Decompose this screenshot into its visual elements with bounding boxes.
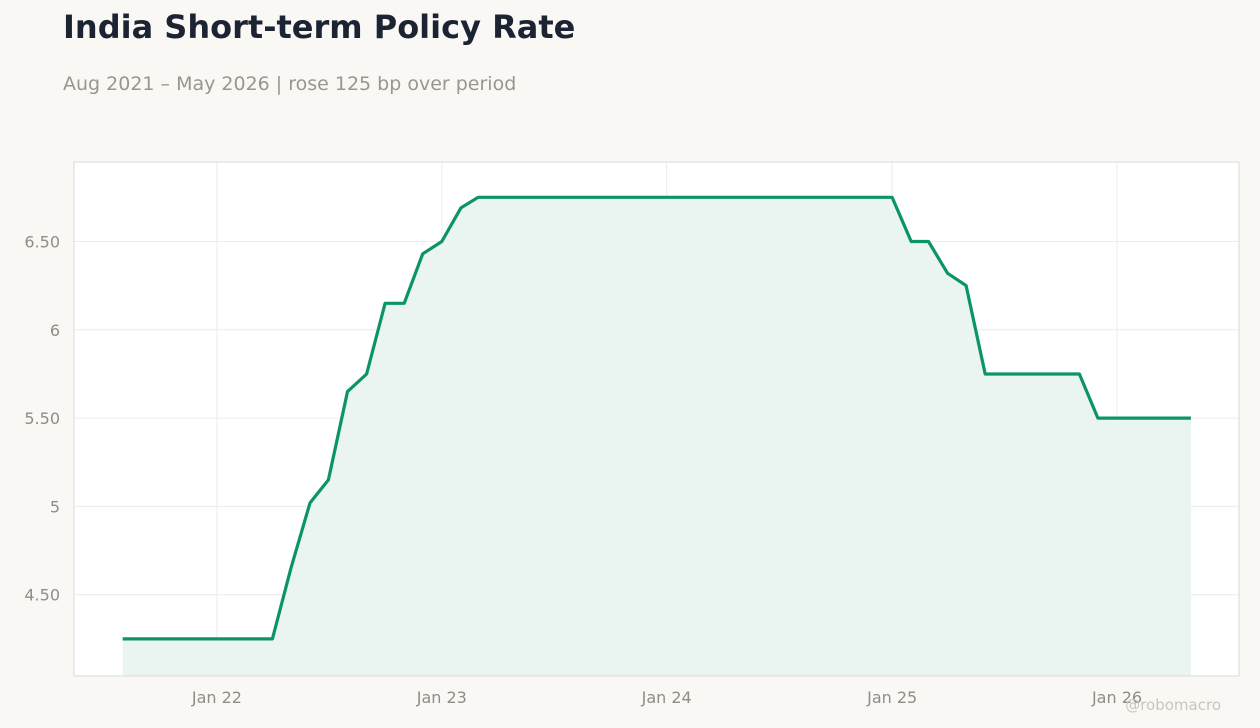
y-tick-label: 5 (50, 497, 60, 516)
y-tick-label: 6.50 (24, 232, 60, 251)
y-tick-label: 5.50 (24, 409, 60, 428)
watermark: @robomacro (1125, 696, 1221, 714)
y-tick-label: 4.50 (24, 586, 60, 605)
rate-line (122, 195, 1191, 641)
x-tick-label: Jan 23 (416, 688, 467, 707)
x-tick-label: Jan 26 (1091, 688, 1142, 707)
chart-title: India Short-term Policy Rate (63, 8, 576, 46)
y-tick-label: 6 (50, 321, 60, 340)
rate-area-fill (122, 197, 1191, 677)
plot-frame (73, 161, 1240, 677)
chart-subtitle: Aug 2021 – May 2026 | rose 125 bp over p… (63, 73, 517, 95)
x-tick-label: Jan 22 (191, 688, 242, 707)
x-tick-label: Jan 25 (866, 688, 917, 707)
y-axis-ticks: 4.50 5 5.50 6 6.50 (24, 232, 60, 604)
x-tick-label: Jan 24 (641, 688, 692, 707)
x-axis-ticks: Jan 22 Jan 23 Jan 24 Jan 25 Jan 26 (191, 688, 1142, 707)
